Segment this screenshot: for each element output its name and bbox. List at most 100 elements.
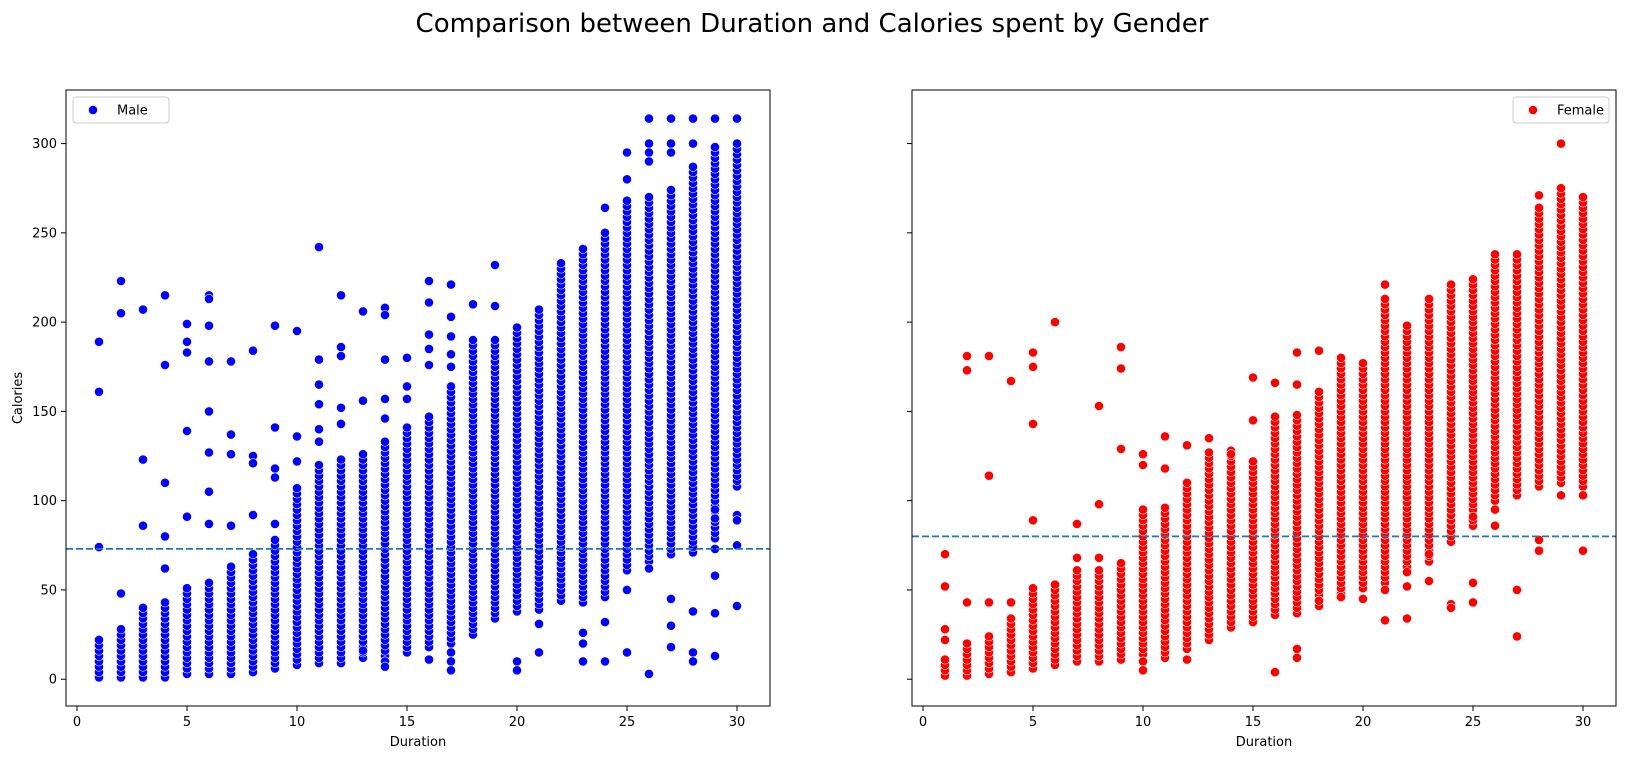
data-point bbox=[622, 174, 632, 185]
x-tick-label: 15 bbox=[1245, 715, 1262, 730]
data-point bbox=[226, 429, 236, 440]
data-point bbox=[666, 594, 676, 604]
data-point bbox=[226, 449, 236, 460]
data-point bbox=[1490, 520, 1500, 531]
data-point bbox=[644, 138, 654, 149]
data-point bbox=[380, 413, 390, 424]
data-point bbox=[314, 399, 324, 410]
x-axis-label: Duration bbox=[390, 735, 446, 750]
data-point bbox=[292, 456, 302, 467]
data-point bbox=[204, 519, 214, 529]
data-point bbox=[402, 381, 412, 392]
data-point bbox=[666, 147, 676, 158]
data-point bbox=[116, 276, 126, 286]
data-point bbox=[1160, 463, 1170, 474]
data-point bbox=[336, 351, 346, 361]
data-point bbox=[380, 310, 390, 320]
data-point bbox=[512, 665, 522, 676]
data-point bbox=[1270, 667, 1280, 677]
data-point bbox=[490, 335, 500, 345]
data-point bbox=[446, 665, 456, 676]
data-point bbox=[578, 243, 588, 254]
data-point bbox=[1358, 358, 1368, 369]
data-point bbox=[1072, 565, 1082, 576]
data-point bbox=[1446, 602, 1456, 613]
y-axis-label: Calories bbox=[11, 372, 26, 425]
legend: Male bbox=[72, 96, 170, 124]
data-point bbox=[446, 349, 456, 360]
data-point bbox=[1182, 440, 1192, 451]
data-point bbox=[984, 597, 994, 608]
data-point bbox=[1204, 433, 1214, 444]
data-point bbox=[292, 326, 302, 336]
data-point bbox=[1358, 594, 1368, 604]
data-point bbox=[1380, 279, 1390, 290]
data-point bbox=[446, 361, 456, 372]
x-tick-label: 5 bbox=[1029, 715, 1037, 730]
data-point bbox=[94, 386, 104, 397]
data-point bbox=[336, 454, 346, 465]
data-point bbox=[204, 447, 214, 458]
data-point bbox=[1028, 418, 1038, 429]
data-point bbox=[644, 156, 654, 167]
data-point bbox=[732, 138, 742, 149]
data-point bbox=[1314, 345, 1324, 356]
data-point bbox=[984, 631, 994, 642]
data-point bbox=[446, 656, 456, 667]
data-point bbox=[1556, 138, 1566, 149]
data-point bbox=[1534, 190, 1544, 201]
data-point bbox=[1490, 504, 1500, 515]
data-point bbox=[1116, 558, 1126, 569]
data-point bbox=[248, 345, 258, 356]
data-point bbox=[534, 619, 544, 629]
legend-label: Female bbox=[1557, 104, 1604, 119]
data-point bbox=[204, 406, 214, 417]
data-point bbox=[622, 585, 632, 595]
data-point bbox=[1512, 249, 1522, 260]
data-point bbox=[226, 561, 236, 572]
data-point bbox=[710, 651, 720, 661]
data-point bbox=[182, 318, 192, 329]
data-point bbox=[962, 597, 972, 608]
data-point bbox=[1424, 576, 1434, 586]
data-point bbox=[1534, 202, 1544, 213]
data-point bbox=[402, 422, 412, 433]
data-point bbox=[1182, 654, 1192, 665]
data-point bbox=[1270, 377, 1280, 388]
data-point bbox=[94, 635, 104, 645]
data-point bbox=[204, 486, 214, 497]
data-point bbox=[578, 638, 588, 649]
data-point bbox=[644, 563, 654, 574]
data-point bbox=[1292, 652, 1302, 663]
legend-marker bbox=[88, 105, 98, 115]
data-point bbox=[1006, 613, 1016, 624]
data-point bbox=[512, 656, 522, 667]
legend-box bbox=[72, 96, 170, 124]
data-point bbox=[1094, 499, 1104, 510]
x-tick-label: 25 bbox=[619, 715, 636, 730]
data-point bbox=[270, 422, 280, 433]
data-point bbox=[556, 258, 566, 269]
data-point bbox=[380, 661, 390, 672]
data-point bbox=[1292, 644, 1302, 654]
data-point bbox=[380, 436, 390, 447]
data-point bbox=[1138, 665, 1148, 676]
data-point bbox=[1424, 293, 1434, 304]
data-point bbox=[666, 620, 676, 631]
data-point bbox=[292, 483, 302, 494]
x-tick-label: 15 bbox=[399, 715, 416, 730]
x-tick-label: 20 bbox=[1355, 715, 1372, 730]
data-point bbox=[962, 638, 972, 649]
data-point bbox=[138, 304, 148, 315]
data-point bbox=[1402, 581, 1412, 592]
data-point bbox=[644, 669, 654, 679]
data-point bbox=[1292, 410, 1302, 420]
x-tick-label: 10 bbox=[289, 715, 306, 730]
data-point bbox=[160, 563, 170, 574]
data-point bbox=[358, 395, 368, 406]
data-point bbox=[424, 411, 434, 422]
data-point bbox=[446, 279, 456, 290]
data-point bbox=[1402, 320, 1412, 331]
data-point bbox=[292, 431, 302, 442]
data-point bbox=[1402, 567, 1412, 577]
